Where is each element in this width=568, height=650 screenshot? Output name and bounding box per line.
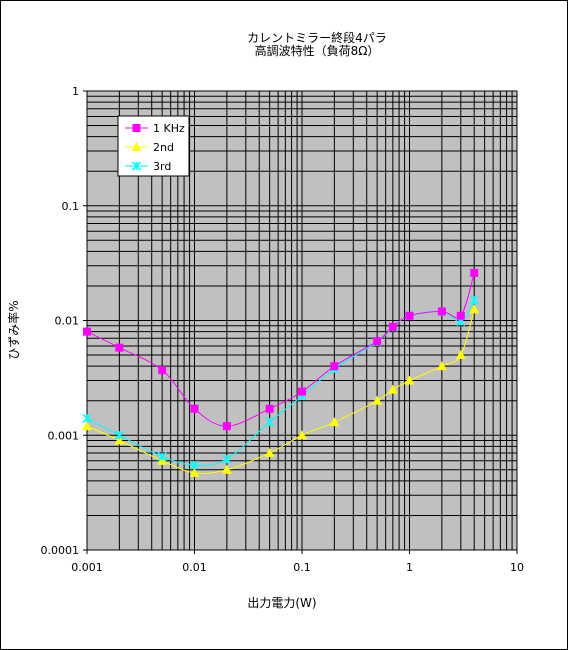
y-axis-label: ひずみ率% bbox=[6, 300, 21, 359]
data-point bbox=[329, 417, 340, 427]
data-point bbox=[82, 413, 92, 424]
data-point bbox=[330, 362, 339, 371]
data-point bbox=[387, 384, 398, 394]
data-point bbox=[470, 268, 479, 277]
series-1-khz bbox=[83, 268, 479, 431]
data-point bbox=[82, 421, 92, 431]
x-axis-label: 出力電力(W) bbox=[247, 596, 316, 610]
data-point bbox=[469, 295, 479, 305]
chart-title: カレントミラー終段4パラ bbox=[247, 30, 387, 45]
data-point bbox=[83, 327, 91, 336]
y-tick-label: 0.0001 bbox=[41, 544, 80, 557]
data-point bbox=[372, 395, 383, 405]
y-tick-label: 0.01 bbox=[55, 315, 80, 328]
data-point bbox=[115, 343, 124, 352]
data-point bbox=[114, 430, 124, 440]
x-tick-label: 10 bbox=[510, 561, 524, 574]
data-point bbox=[265, 404, 274, 413]
data-point bbox=[222, 422, 231, 431]
series-layer bbox=[82, 268, 480, 477]
legend: 1 KHz 2nd 3rd bbox=[117, 115, 190, 177]
data-point bbox=[189, 467, 200, 477]
x-tick-label: 1 bbox=[406, 561, 413, 574]
x-tick-label: 0.001 bbox=[71, 561, 103, 574]
data-point bbox=[436, 361, 447, 371]
y-tick-label: 1 bbox=[72, 85, 79, 98]
data-point bbox=[405, 311, 414, 320]
tick-labels: 0.001 0.01 0.1 1 10 1 0.1 0.01 0.001 0.0001 bbox=[41, 85, 525, 574]
data-point bbox=[157, 452, 167, 462]
legend-marker bbox=[131, 161, 142, 171]
data-point bbox=[158, 366, 167, 375]
data-point bbox=[114, 435, 125, 445]
legend-label: 3rd bbox=[153, 160, 171, 173]
x-tick-label: 0.01 bbox=[182, 561, 207, 574]
chart-subtitle: 高調波特性（負荷8Ω） bbox=[255, 43, 380, 58]
data-point bbox=[297, 430, 307, 440]
data-point bbox=[437, 307, 446, 316]
y-tick-label: 0.1 bbox=[62, 200, 80, 213]
data-point bbox=[455, 350, 466, 360]
data-point bbox=[469, 304, 480, 314]
data-point bbox=[221, 464, 232, 474]
data-point bbox=[388, 322, 397, 331]
legend-marker bbox=[132, 124, 141, 132]
data-point bbox=[373, 337, 382, 346]
series-2nd bbox=[82, 304, 480, 477]
legend-label: 2nd bbox=[153, 141, 174, 154]
legend-box bbox=[117, 115, 190, 177]
grid-lines bbox=[86, 90, 518, 551]
data-point bbox=[264, 448, 275, 458]
data-point bbox=[189, 460, 200, 470]
data-point bbox=[190, 404, 199, 413]
legend-label: 1 KHz bbox=[153, 122, 185, 135]
data-point bbox=[404, 375, 415, 385]
legend-marker bbox=[131, 142, 142, 151]
data-point bbox=[265, 417, 275, 427]
data-point bbox=[222, 454, 232, 464]
y-tick-label: 0.001 bbox=[48, 429, 80, 442]
data-point bbox=[456, 311, 465, 320]
data-point bbox=[298, 387, 306, 396]
x-tick-label: 0.1 bbox=[293, 561, 311, 574]
